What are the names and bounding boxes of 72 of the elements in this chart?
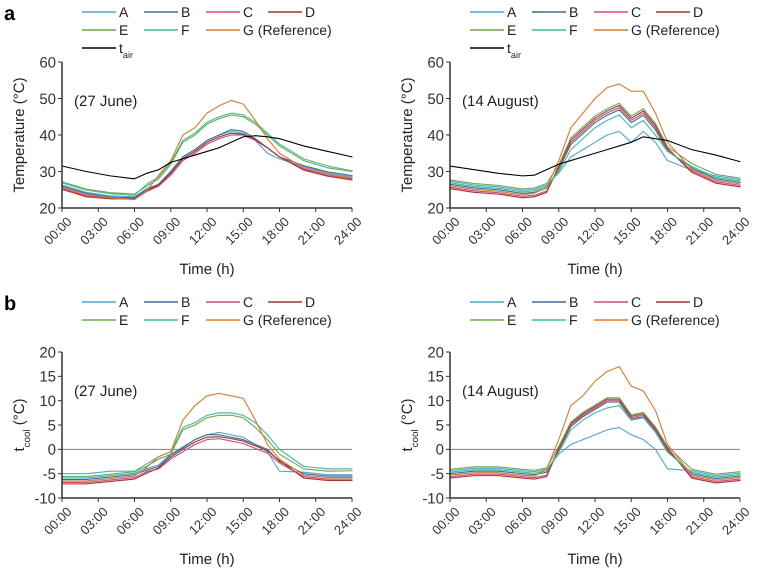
y-tick-label: 10 [427,392,444,410]
legend-label: A [119,294,129,310]
line-series [449,426,741,476]
y-tick-label: 20 [427,344,444,362]
legend-label: F [181,312,190,328]
y-tick-label: 20 [39,200,56,218]
y-tick-label: 40 [39,127,56,144]
y-tick-label: 50 [39,90,56,108]
legend-label: E [119,22,128,38]
legend-label: B [569,4,578,20]
y-tick-label: 20 [39,344,56,362]
y-tick-label: 40 [427,127,444,144]
y-tick-label: 30 [427,164,444,181]
y-tick-label: 5 [48,417,56,434]
legend-label: E [507,22,516,38]
y-tick-label: -10 [34,490,56,508]
legend-label: A [507,4,517,20]
legend-label: G (Reference) [243,22,332,38]
legend-label: D [693,294,704,310]
legend-label: D [305,4,316,20]
legend-label: B [181,294,190,310]
legend-label: C [631,4,642,20]
x-axis-title: Time (h) [567,261,623,278]
y-tick-label: 0 [48,442,56,459]
line-series [449,83,741,196]
y-tick-label: -10 [422,490,444,508]
y-tick-label: -5 [430,466,444,483]
y-tick-label: 0 [436,442,444,459]
legend-label: G (Reference) [631,312,720,328]
annotation: (14 August) [462,383,539,400]
text: b [4,293,16,315]
x-axis-title: Time (h) [179,261,235,278]
legend-label: t$_{air}$ [507,40,521,60]
legend-label: C [243,4,254,20]
legend-label: F [569,312,578,328]
legend-label: G (Reference) [243,312,332,328]
legend-label: A [507,294,517,310]
y-tick-label: 60 [39,54,56,72]
y-tick-label: 30 [39,164,56,181]
legend-label: D [693,4,704,20]
legend-label: C [631,294,642,310]
legend-label: A [119,4,129,20]
legend-label: G (Reference) [631,22,720,38]
line-series [61,135,353,180]
y-tick-label: 15 [427,368,444,386]
y-tick-label: 5 [436,417,444,434]
y-axis-title: Temperature (°C) [399,77,416,193]
y-axis-title: Temperature (°C) [11,77,28,193]
y-tick-label: 15 [39,368,56,386]
x-axis-title: Time (h) [179,551,235,568]
annotation: (14 August) [462,93,539,110]
y-tick-label: 10 [39,392,56,410]
y-tick-label: 50 [427,90,444,108]
y-tick-label: -5 [42,466,56,483]
text: a [4,3,16,25]
line-series [449,366,741,481]
line-series [449,136,741,176]
x-axis-title: Time (h) [567,551,623,568]
legend-label: F [181,22,190,38]
legend-label: t$_{air}$ [119,40,133,60]
legend-label: C [243,294,254,310]
y-tick-label: 60 [427,54,444,72]
legend-label: B [181,4,190,20]
legend-label: E [507,312,516,328]
line-series [449,130,741,192]
annotation: (27 June) [74,93,138,110]
legend-label: D [305,294,316,310]
legend-label: F [569,22,578,38]
annotation: (27 June) [74,383,138,400]
legend-label: B [569,294,578,310]
legend-label: E [119,312,128,328]
y-tick-label: 20 [427,200,444,218]
